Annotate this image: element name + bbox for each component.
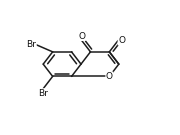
Text: Br: Br bbox=[38, 89, 48, 98]
Text: O: O bbox=[106, 72, 113, 81]
Text: Br: Br bbox=[26, 40, 36, 49]
Text: O: O bbox=[78, 32, 85, 40]
Text: O: O bbox=[118, 36, 125, 45]
